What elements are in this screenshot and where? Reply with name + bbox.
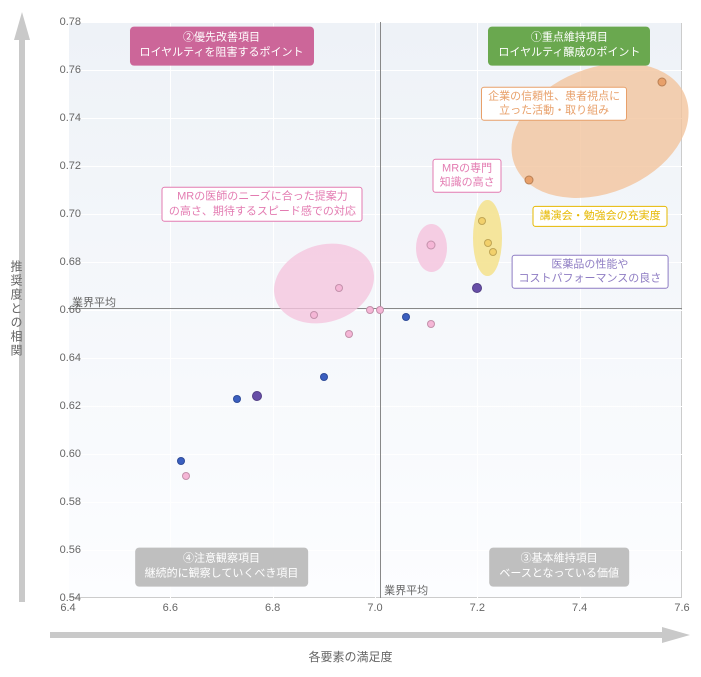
x-tick: 7.4 bbox=[560, 602, 600, 614]
callout-seminar: 講演会・勉強会の充実度 bbox=[533, 206, 668, 226]
data-point bbox=[252, 391, 262, 401]
y-tick: 0.72 bbox=[35, 160, 81, 172]
y-tick: 0.58 bbox=[35, 496, 81, 508]
x-tick: 7.0 bbox=[355, 602, 395, 614]
y-tick: 0.68 bbox=[35, 256, 81, 268]
data-point bbox=[335, 284, 343, 292]
y-tick: 0.66 bbox=[35, 304, 81, 316]
data-point bbox=[427, 320, 435, 328]
x-tick: 6.8 bbox=[253, 602, 293, 614]
x-tick: 7.2 bbox=[457, 602, 497, 614]
data-point bbox=[402, 313, 410, 321]
y-tick: 0.74 bbox=[35, 112, 81, 124]
avg-label-x: 業界平均 bbox=[384, 582, 428, 598]
data-point bbox=[657, 78, 666, 87]
x-axis-arrow bbox=[50, 625, 690, 645]
data-point bbox=[524, 176, 533, 185]
data-point bbox=[177, 457, 185, 465]
y-tick: 0.76 bbox=[35, 64, 81, 76]
data-point bbox=[182, 472, 190, 480]
x-tick: 7.6 bbox=[662, 602, 701, 614]
plot-area: 業界平均業界平均 ①重点維持項目ロイヤルティ醸成のポイント②優先改善項目ロイヤル… bbox=[68, 22, 682, 598]
data-point bbox=[345, 330, 353, 338]
quadrant-label-q2: ②優先改善項目ロイヤルティを阻害するポイント bbox=[129, 27, 313, 66]
data-point bbox=[472, 283, 482, 293]
data-point bbox=[320, 373, 328, 381]
quadrant-label-q1: ①重点維持項目ロイヤルティ醸成のポイント bbox=[488, 27, 650, 66]
x-tick: 6.6 bbox=[150, 602, 190, 614]
data-point bbox=[233, 395, 241, 403]
data-point bbox=[427, 241, 436, 250]
y-tick: 0.78 bbox=[35, 16, 81, 28]
callout-mr-knowledge: MRの専門知識の高さ bbox=[433, 158, 502, 193]
x-axis-label: 各要素の満足度 bbox=[0, 648, 701, 665]
data-point bbox=[489, 248, 497, 256]
y-tick: 0.62 bbox=[35, 400, 81, 412]
quadrant-label-q4: ④注意観察項目継続的に観察していくべき項目 bbox=[135, 547, 309, 586]
y-tick: 0.64 bbox=[35, 352, 81, 364]
data-point bbox=[478, 217, 486, 225]
callout-trust: 企業の信頼性、患者視点に立った活動・取り組み bbox=[481, 86, 627, 121]
callout-mr-proposal: MRの医師のニーズに合った提案力の高さ、期待するスピード感での対応 bbox=[162, 187, 363, 222]
data-point bbox=[366, 306, 374, 314]
y-tick: 0.60 bbox=[35, 448, 81, 460]
chart-container: 推奨度との相関 各要素の満足度 業界平均業界平均 ①重点維持項目ロイヤルティ醸成… bbox=[0, 0, 701, 677]
y-tick: 0.56 bbox=[35, 544, 81, 556]
quadrant-label-q3: ③基本維持項目ベースとなっている価値 bbox=[489, 547, 629, 586]
data-point bbox=[310, 311, 318, 319]
y-axis-label: 推奨度との相関 bbox=[8, 260, 25, 358]
y-tick: 0.54 bbox=[35, 592, 81, 604]
data-point bbox=[484, 239, 492, 247]
y-tick: 0.70 bbox=[35, 208, 81, 220]
callout-drug-perf: 医薬品の性能やコストパフォーマンスの良さ bbox=[512, 254, 669, 289]
data-point bbox=[376, 306, 384, 314]
